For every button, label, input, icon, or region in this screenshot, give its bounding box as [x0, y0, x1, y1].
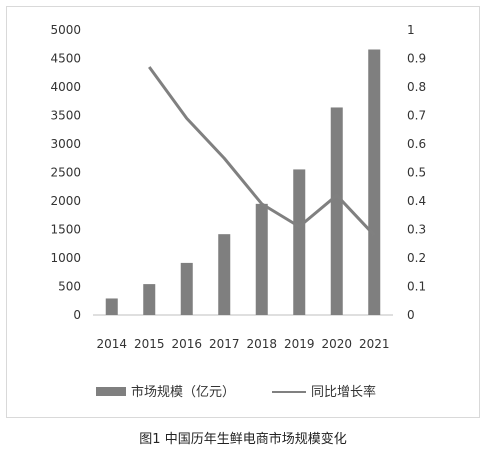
figure-caption: 图1 中国历年生鲜电商市场规模变化 [139, 432, 347, 447]
left-tick-label: 3500 [50, 109, 81, 123]
x-tick-label: 2016 [171, 337, 202, 351]
bar-2016 [180, 262, 193, 315]
right-tick-label: 0.1 [407, 280, 426, 294]
left-tick-label: 2000 [50, 194, 81, 208]
x-tick-label: 2018 [246, 337, 277, 351]
right-tick-label: 0.3 [407, 223, 426, 237]
growth-rate-line [148, 66, 376, 237]
x-tick-label: 2019 [284, 337, 315, 351]
chart-frame [6, 6, 480, 418]
right-axis-ticks: 0 0.1 0.2 0.3 0.4 0.5 0.6 0.7 0.8 0.9 1 [407, 23, 426, 322]
bar-2017 [218, 234, 231, 315]
x-tick-label: 2017 [209, 337, 240, 351]
left-tick-label: 1500 [50, 223, 81, 237]
right-tick-label: 0.7 [407, 109, 426, 123]
bar-2021 [368, 49, 381, 316]
left-tick-label: 4000 [50, 80, 81, 94]
right-tick-label: 0 [407, 308, 415, 322]
line-series [148, 66, 376, 237]
right-tick-label: 0.4 [407, 194, 426, 208]
legend-bar-swatch [96, 387, 126, 396]
left-tick-label: 1000 [50, 251, 81, 265]
bar-2020 [330, 107, 343, 315]
left-tick-label: 3000 [50, 137, 81, 151]
legend-bar-label: 市场规模（亿元） [131, 384, 235, 400]
bar-series [105, 49, 381, 316]
left-tick-label: 2500 [50, 166, 81, 180]
x-tick-label: 2015 [134, 337, 165, 351]
x-tick-label: 2021 [359, 337, 390, 351]
right-tick-label: 0.6 [407, 137, 426, 151]
left-tick-label: 4500 [50, 52, 81, 66]
x-tick-label: 2020 [321, 337, 352, 351]
left-tick-label: 500 [58, 280, 81, 294]
bar-2019 [293, 169, 306, 315]
x-tick-label: 2014 [96, 337, 127, 351]
legend-line-label: 同比增长率 [311, 384, 376, 400]
left-tick-label: 0 [73, 308, 81, 322]
right-tick-label: 0.2 [407, 251, 426, 265]
right-tick-label: 1 [407, 23, 415, 37]
left-tick-label: 5000 [50, 23, 81, 37]
right-tick-label: 0.5 [407, 166, 426, 180]
bar-2014 [105, 298, 118, 315]
bar-2018 [255, 203, 268, 315]
left-axis-ticks: 0 500 1000 1500 2000 2500 3000 3500 4000 4500 5000 [50, 23, 81, 322]
bar-2015 [143, 284, 156, 315]
legend: 市场规模（亿元） 同比增长率 [96, 384, 376, 400]
right-tick-label: 0.8 [407, 80, 426, 94]
x-axis-ticks: 2014 2015 2016 2017 2018 2019 2020 2021 [96, 337, 389, 351]
right-tick-label: 0.9 [407, 52, 426, 66]
